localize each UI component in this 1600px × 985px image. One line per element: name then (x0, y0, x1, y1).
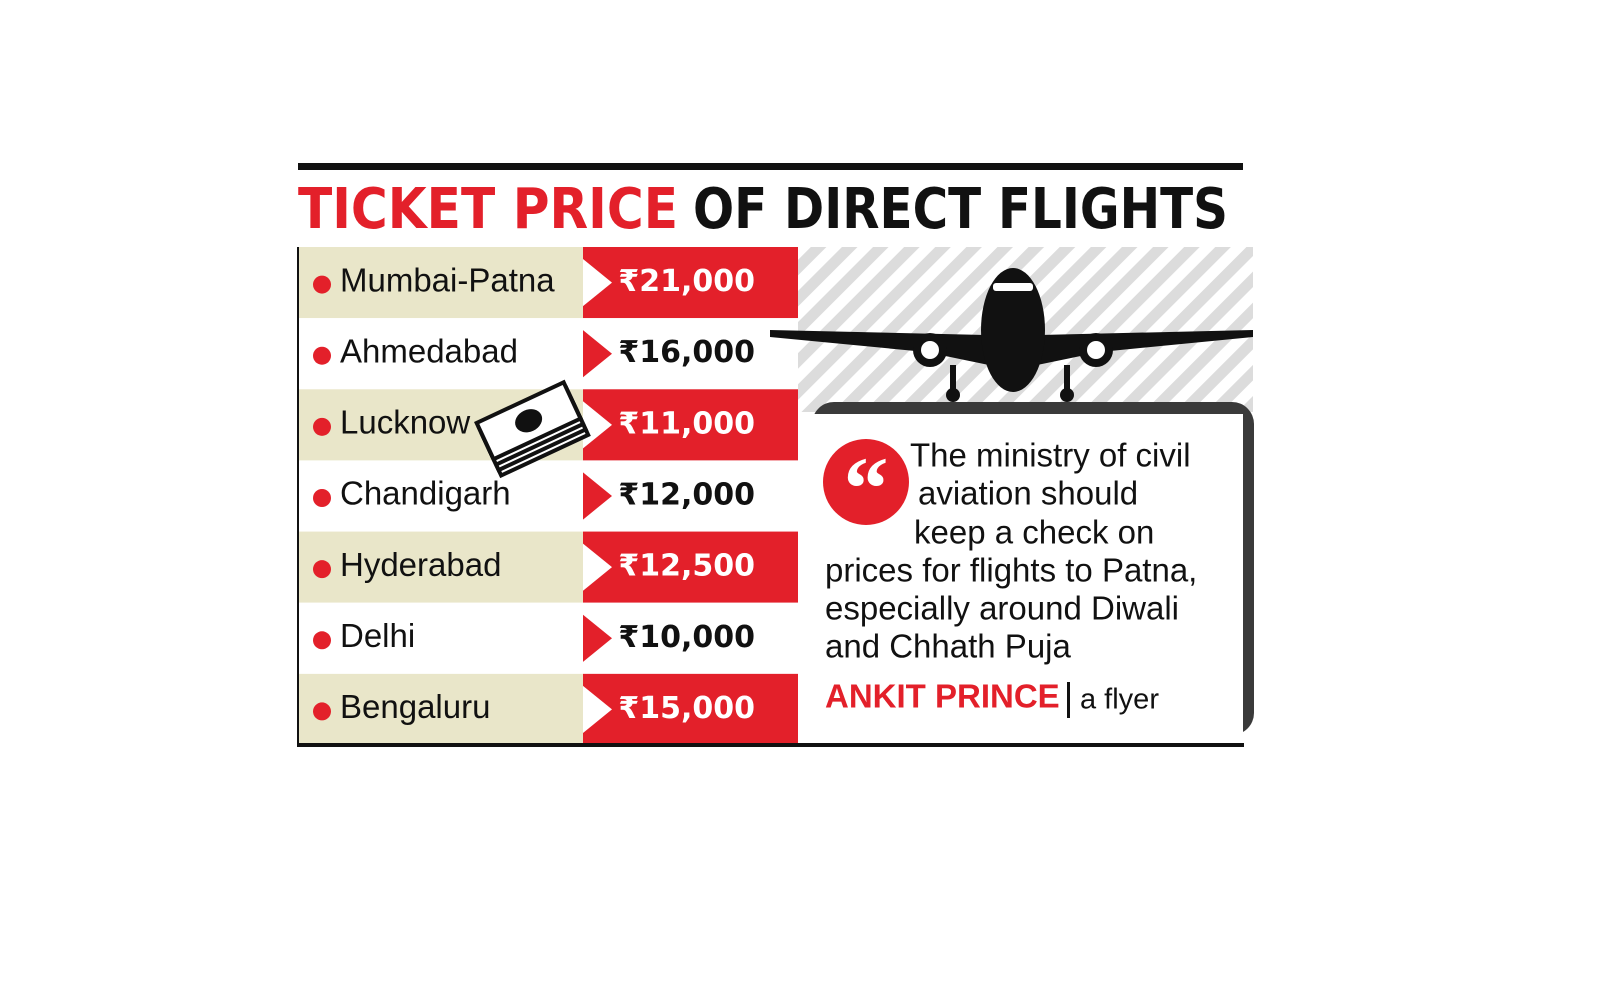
price-chevron (583, 543, 612, 591)
top-rule (298, 163, 1243, 170)
quote-line: The ministry of civil (910, 437, 1191, 474)
price-cell (583, 531, 798, 603)
route-cell (298, 602, 583, 674)
bottom-rule (297, 743, 1244, 747)
note-seal (515, 409, 543, 433)
quote-mark (823, 439, 909, 525)
title-rest: OF DIRECT FLIGHTS (693, 177, 1228, 242)
title-highlight: TICKET PRICE (298, 177, 678, 242)
price-table: Mumbai-Patna ₹21,000 Ahmedabad ₹16,000 Luckn… (298, 247, 798, 745)
bullet (313, 702, 331, 721)
price: ₹16,000 (618, 335, 755, 370)
quote-line: aviation should (918, 475, 1138, 512)
quote-name: ANKIT PRINCE (825, 678, 1060, 715)
price: ₹11,000 (618, 406, 755, 441)
bullet (313, 346, 331, 365)
price-chevron (583, 685, 612, 733)
quote-line: and Chhath Puja (825, 628, 1072, 665)
quote-role: a flyer (1080, 684, 1159, 716)
route-name: Delhi (340, 617, 415, 654)
left-rule (297, 247, 299, 745)
price: ₹12,500 (618, 549, 755, 584)
route-name: Bengaluru (340, 688, 490, 725)
price: ₹12,000 (618, 478, 755, 513)
price-chevron (583, 472, 612, 520)
price-chevron (583, 259, 612, 307)
route-name: Chandigarh (340, 475, 511, 512)
plane-icon (770, 268, 1253, 402)
price-cell (583, 460, 798, 532)
bullet (313, 489, 331, 507)
price-cell (583, 318, 798, 390)
route-cell (298, 460, 583, 532)
price: ₹21,000 (618, 264, 755, 299)
bullet (313, 417, 331, 436)
price-chevron (583, 614, 612, 662)
price: ₹15,000 (618, 691, 755, 726)
price-chevron (583, 330, 612, 378)
money-icon (474, 379, 591, 479)
price-cell (583, 247, 798, 319)
route-name: Hyderabad (340, 546, 501, 583)
name-separator (1067, 682, 1070, 718)
route-name: Ahmedabad (340, 332, 518, 369)
quote-line: prices for flights to Patna, (825, 552, 1197, 589)
quote-glyph: “ (844, 440, 889, 539)
route-cell (298, 531, 583, 603)
quote-line: keep a check on (914, 514, 1154, 551)
price-cell (583, 673, 798, 745)
route-name: Mumbai-Patna (340, 261, 555, 298)
bullet (313, 275, 331, 294)
route-name: Lucknow (340, 404, 470, 441)
price-cell (583, 389, 798, 461)
price-chevron (583, 401, 612, 449)
price: ₹10,000 (618, 620, 755, 655)
bullet (313, 560, 331, 579)
route-cell (298, 318, 583, 390)
route-cell (298, 247, 583, 319)
route-cell (298, 673, 583, 745)
bullet (313, 631, 331, 650)
price-cell (583, 602, 798, 674)
quote-line: especially around Diwali (825, 590, 1179, 627)
